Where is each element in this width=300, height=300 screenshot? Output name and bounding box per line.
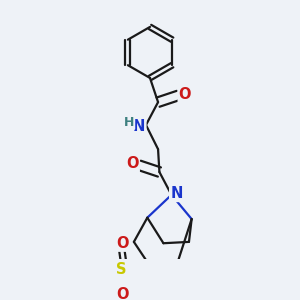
Text: O: O [116,236,129,251]
Text: O: O [126,157,139,172]
Text: N: N [170,186,182,201]
Text: S: S [116,262,127,277]
Text: H: H [124,116,134,129]
Text: N: N [133,119,145,134]
Text: O: O [116,287,129,300]
Text: O: O [179,87,191,102]
